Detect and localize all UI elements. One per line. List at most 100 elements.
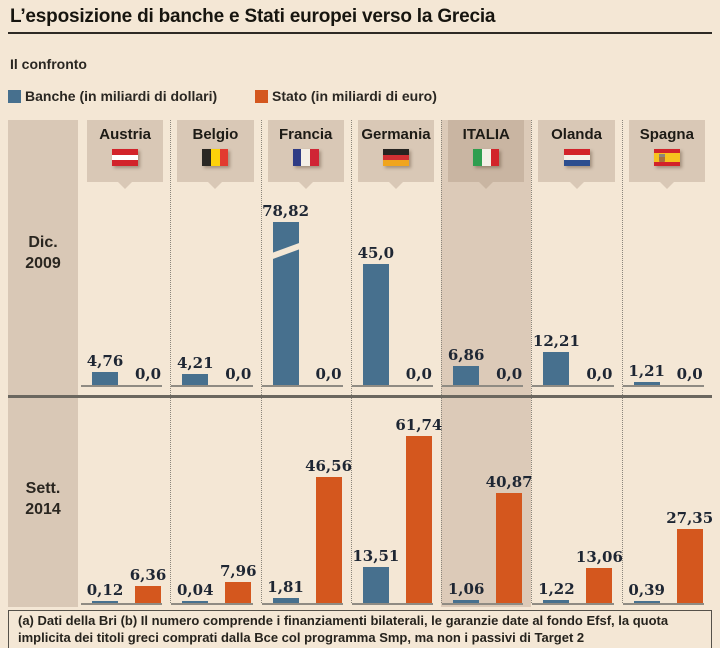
baseline <box>81 385 163 387</box>
flag-stripe <box>563 160 590 167</box>
country-name: Olanda <box>551 126 602 143</box>
bar-stato-olanda <box>586 567 613 603</box>
flag-stripe <box>473 149 482 166</box>
baseline <box>532 385 614 387</box>
value-label-banche: 78,82 <box>262 202 310 220</box>
header-pointer <box>208 182 223 189</box>
value-label-banche: 4,21 <box>177 353 214 372</box>
value-label-stato: 0,0 <box>676 365 703 383</box>
value-label-stato: 0,0 <box>225 365 252 383</box>
flag-stripe <box>292 149 302 166</box>
value-label-banche: 1,21 <box>628 361 665 380</box>
bar-stato-spagna <box>676 529 703 603</box>
baseline <box>261 603 343 605</box>
flag-stripe <box>112 160 139 167</box>
bar-banche-germania <box>362 263 389 385</box>
olanda-flag-icon <box>563 149 590 167</box>
value-label-stato: 40,87 <box>485 472 533 491</box>
value-label-stato: 0,0 <box>134 365 162 383</box>
baseline <box>261 385 343 387</box>
period-label: Dic. 2009 <box>8 232 78 274</box>
column-separator <box>170 120 172 603</box>
value-label-stato: 6,36 <box>129 565 167 584</box>
bar-banche-olanda <box>543 599 570 603</box>
period-line2: 2009 <box>25 255 61 272</box>
country-header-olanda: Olanda <box>538 120 615 182</box>
baseline <box>171 385 253 387</box>
value-label-stato: 46,56 <box>305 457 353 476</box>
value-label-banche: 1,06 <box>447 580 485 599</box>
bar-banche-olanda <box>543 352 570 385</box>
period-line1: Sett. <box>25 480 61 497</box>
value-label-banche: 1,22 <box>538 579 575 598</box>
value-label-stato: 13,06 <box>575 547 623 566</box>
country-name: ITALIA <box>462 126 510 143</box>
flag-stripe <box>211 149 220 166</box>
bar-banche-austria <box>92 372 118 385</box>
francia-flag-icon <box>292 149 319 166</box>
column-separator <box>441 120 443 603</box>
bar-banche-austria <box>92 601 118 603</box>
header-pointer <box>659 182 674 189</box>
period-line1: Dic. <box>28 234 58 251</box>
column-separator <box>531 120 533 603</box>
header-pointer <box>479 182 494 189</box>
grouped-bar-chart: Austria Belgio Francia Germania ITALIA Olanda… <box>8 116 713 608</box>
stato-legend-label: Stato (in miliardi di euro) <box>272 88 437 104</box>
baseline <box>532 603 614 605</box>
germania-flag-icon <box>382 149 409 167</box>
flag-stripe <box>653 161 680 166</box>
value-label-stato: 61,74 <box>395 416 443 435</box>
italia-flag-icon <box>473 149 500 166</box>
bar-banche-italia <box>453 600 480 603</box>
flag-stripe <box>112 154 139 161</box>
header-pointer <box>298 182 313 189</box>
flag-stripe <box>382 149 409 155</box>
value-label-stato: 0,0 <box>586 365 613 383</box>
value-label-stato: 0,0 <box>496 365 523 383</box>
spagna-flag-icon <box>653 149 680 166</box>
baseline <box>351 603 434 605</box>
bar-banche-spagna <box>633 381 660 385</box>
flag-stripe <box>563 149 590 155</box>
belgio-flag-icon <box>202 149 229 166</box>
country-header-germania: Germania <box>357 120 435 182</box>
flag-stripe <box>112 149 139 155</box>
bar-banche-belgio <box>182 601 209 603</box>
header-pointer <box>569 182 584 189</box>
header-pointer <box>118 182 133 189</box>
title-divider <box>8 32 712 34</box>
flag-stripe <box>653 149 680 154</box>
flag-stripe <box>653 153 680 162</box>
value-label-stato: 0,0 <box>405 365 432 383</box>
period-label: Sett. 2014 <box>8 478 78 520</box>
country-name: Spagna <box>639 126 694 143</box>
flag-stripe <box>382 154 409 161</box>
banche-legend-swatch <box>8 89 21 103</box>
footnote: (a) Dati della Bri (b) Il numero compren… <box>8 610 712 648</box>
bar-banche-francia <box>272 598 299 603</box>
period-column-panel <box>8 120 78 607</box>
country-name: Francia <box>279 126 333 143</box>
bar-banche-belgio <box>182 373 209 385</box>
country-header-francia: Francia <box>267 120 344 182</box>
value-label-banche: 13,51 <box>352 546 400 565</box>
bar-stato-belgio <box>225 581 252 603</box>
flag-stripe <box>301 149 311 166</box>
bar-stato-germania <box>405 436 432 603</box>
bar-stato-italia <box>496 492 523 603</box>
country-header-spagna: Spagna <box>628 120 705 182</box>
country-header-belgio: Belgio <box>177 120 254 182</box>
period-line2: 2014 <box>25 501 61 518</box>
stato-legend-swatch <box>255 89 268 103</box>
flag-emblem-top <box>658 154 665 157</box>
legend-item-stato: Stato (in miliardi di euro) <box>255 88 437 104</box>
page-title: L’esposizione di banche e Stati europei … <box>10 6 496 27</box>
column-separator <box>260 120 262 603</box>
flag-stripe <box>490 149 500 166</box>
column-separator <box>350 120 352 603</box>
baseline <box>442 385 524 387</box>
bar-stato-austria <box>135 585 161 603</box>
baseline <box>351 385 434 387</box>
country-name: Belgio <box>192 126 239 143</box>
